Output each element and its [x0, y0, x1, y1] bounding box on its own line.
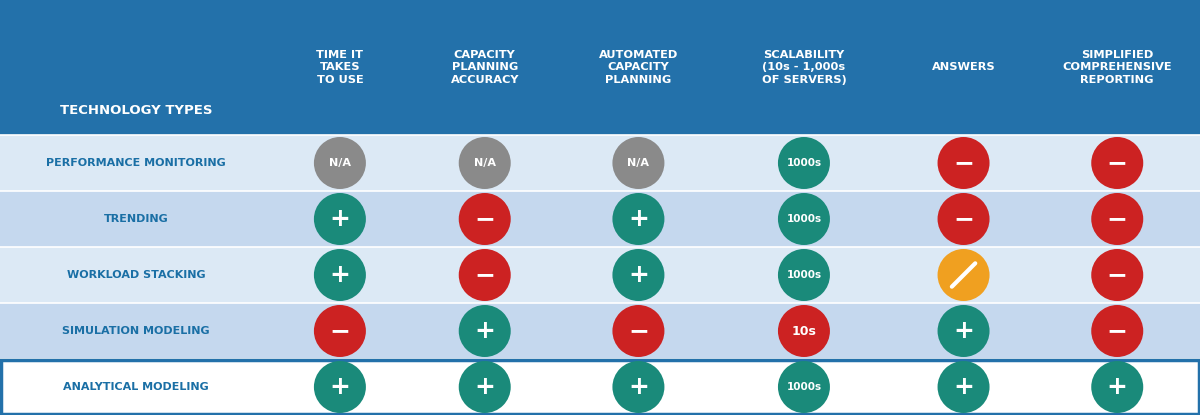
Circle shape: [1091, 361, 1144, 413]
Text: 1000s: 1000s: [786, 158, 822, 168]
Text: WORKLOAD STACKING: WORKLOAD STACKING: [67, 270, 205, 280]
FancyBboxPatch shape: [0, 135, 1200, 191]
Circle shape: [458, 193, 511, 245]
Circle shape: [937, 305, 990, 357]
Text: 1000s: 1000s: [786, 382, 822, 392]
Circle shape: [778, 361, 830, 413]
Text: +: +: [474, 375, 496, 399]
Text: SCALABILITY
(10s - 1,000s
OF SERVERS): SCALABILITY (10s - 1,000s OF SERVERS): [762, 50, 846, 85]
Text: −: −: [628, 319, 649, 343]
Text: 10s: 10s: [792, 325, 816, 337]
Text: +: +: [628, 263, 649, 287]
Circle shape: [314, 361, 366, 413]
Circle shape: [458, 249, 511, 301]
Circle shape: [458, 361, 511, 413]
Circle shape: [458, 305, 511, 357]
Text: −: −: [1106, 207, 1128, 231]
Circle shape: [314, 305, 366, 357]
Text: +: +: [330, 263, 350, 287]
Circle shape: [1091, 249, 1144, 301]
Circle shape: [778, 305, 830, 357]
Text: +: +: [474, 319, 496, 343]
Circle shape: [937, 193, 990, 245]
Text: CAPACITY
PLANNING
ACCURACY: CAPACITY PLANNING ACCURACY: [450, 50, 518, 85]
Circle shape: [612, 193, 665, 245]
Text: −: −: [330, 319, 350, 343]
Text: N/A: N/A: [628, 158, 649, 168]
Text: AUTOMATED
CAPACITY
PLANNING: AUTOMATED CAPACITY PLANNING: [599, 50, 678, 85]
FancyBboxPatch shape: [0, 191, 1200, 247]
Circle shape: [612, 137, 665, 189]
Text: TRENDING: TRENDING: [103, 214, 168, 224]
Text: −: −: [1106, 319, 1128, 343]
Text: TECHNOLOGY TYPES: TECHNOLOGY TYPES: [60, 104, 212, 117]
Text: N/A: N/A: [329, 158, 350, 168]
Text: −: −: [953, 207, 974, 231]
Text: ANSWERS: ANSWERS: [931, 63, 995, 73]
Circle shape: [458, 137, 511, 189]
Text: −: −: [953, 151, 974, 175]
Circle shape: [612, 305, 665, 357]
Text: 1000s: 1000s: [786, 270, 822, 280]
Text: TIME IT
TAKES
TO USE: TIME IT TAKES TO USE: [317, 50, 364, 85]
Circle shape: [1091, 305, 1144, 357]
Text: +: +: [330, 375, 350, 399]
Circle shape: [778, 193, 830, 245]
FancyBboxPatch shape: [0, 247, 1200, 303]
Text: SIMPLIFIED
COMPREHENSIVE
REPORTING: SIMPLIFIED COMPREHENSIVE REPORTING: [1062, 50, 1172, 85]
Text: +: +: [953, 375, 974, 399]
FancyBboxPatch shape: [0, 303, 1200, 359]
Text: −: −: [1106, 263, 1128, 287]
Text: +: +: [628, 207, 649, 231]
Text: −: −: [474, 207, 496, 231]
Circle shape: [937, 249, 990, 301]
Circle shape: [612, 249, 665, 301]
Text: 1000s: 1000s: [786, 214, 822, 224]
Circle shape: [314, 193, 366, 245]
Circle shape: [612, 361, 665, 413]
Text: PERFORMANCE MONITORING: PERFORMANCE MONITORING: [46, 158, 226, 168]
Text: +: +: [1106, 375, 1128, 399]
Text: −: −: [1106, 151, 1128, 175]
Circle shape: [314, 249, 366, 301]
Circle shape: [1091, 137, 1144, 189]
FancyBboxPatch shape: [0, 359, 1200, 415]
Text: ANALYTICAL MODELING: ANALYTICAL MODELING: [64, 382, 209, 392]
Circle shape: [778, 249, 830, 301]
Circle shape: [1091, 193, 1144, 245]
Text: SIMULATION MODELING: SIMULATION MODELING: [62, 326, 210, 336]
FancyBboxPatch shape: [0, 0, 1200, 135]
Circle shape: [778, 137, 830, 189]
Text: N/A: N/A: [474, 158, 496, 168]
Circle shape: [937, 361, 990, 413]
Circle shape: [937, 137, 990, 189]
Text: −: −: [474, 263, 496, 287]
Text: +: +: [330, 207, 350, 231]
Text: +: +: [953, 319, 974, 343]
Circle shape: [314, 137, 366, 189]
Text: +: +: [628, 375, 649, 399]
